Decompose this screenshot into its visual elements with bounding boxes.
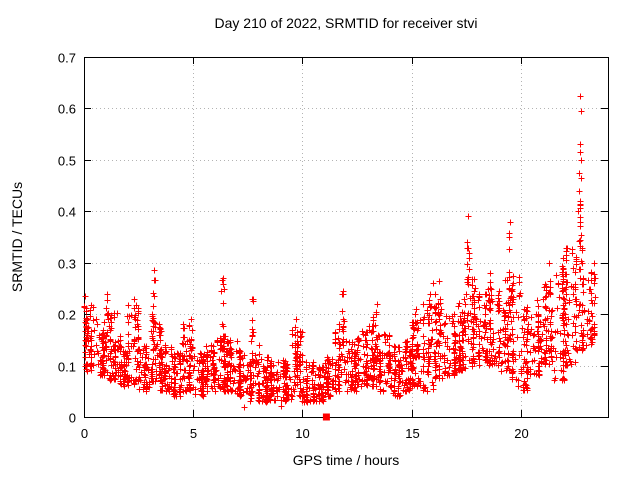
tick-labels: 0 5 10 15 20 0 0.1 0.2 0.3 0.4 0.5 0.6 0.7 (58, 51, 529, 442)
scatter-points (81, 93, 599, 411)
plot-border (84, 57, 609, 418)
y-tick-label: 0.2 (58, 308, 76, 323)
y-tick-label: 0 (69, 411, 76, 426)
special-marker-square (322, 413, 330, 421)
y-tick-label: 0.5 (58, 154, 76, 169)
y-tick-label: 0.6 (58, 102, 76, 117)
x-tick-label: 0 (81, 426, 88, 441)
x-tick-label: 5 (190, 426, 197, 441)
chart-title: Day 210 of 2022, SRMTID for receiver stv… (214, 15, 478, 31)
x-tick-label: 10 (295, 426, 309, 441)
y-tick-label: 0.1 (58, 360, 76, 375)
y-tick-label: 0.3 (58, 257, 76, 272)
y-tick-label: 0.4 (58, 205, 76, 220)
x-axis-label: GPS time / hours (292, 452, 400, 468)
y-tick-label: 0.7 (58, 51, 76, 66)
x-tick-label: 15 (405, 426, 419, 441)
x-tick-label: 20 (514, 426, 528, 441)
